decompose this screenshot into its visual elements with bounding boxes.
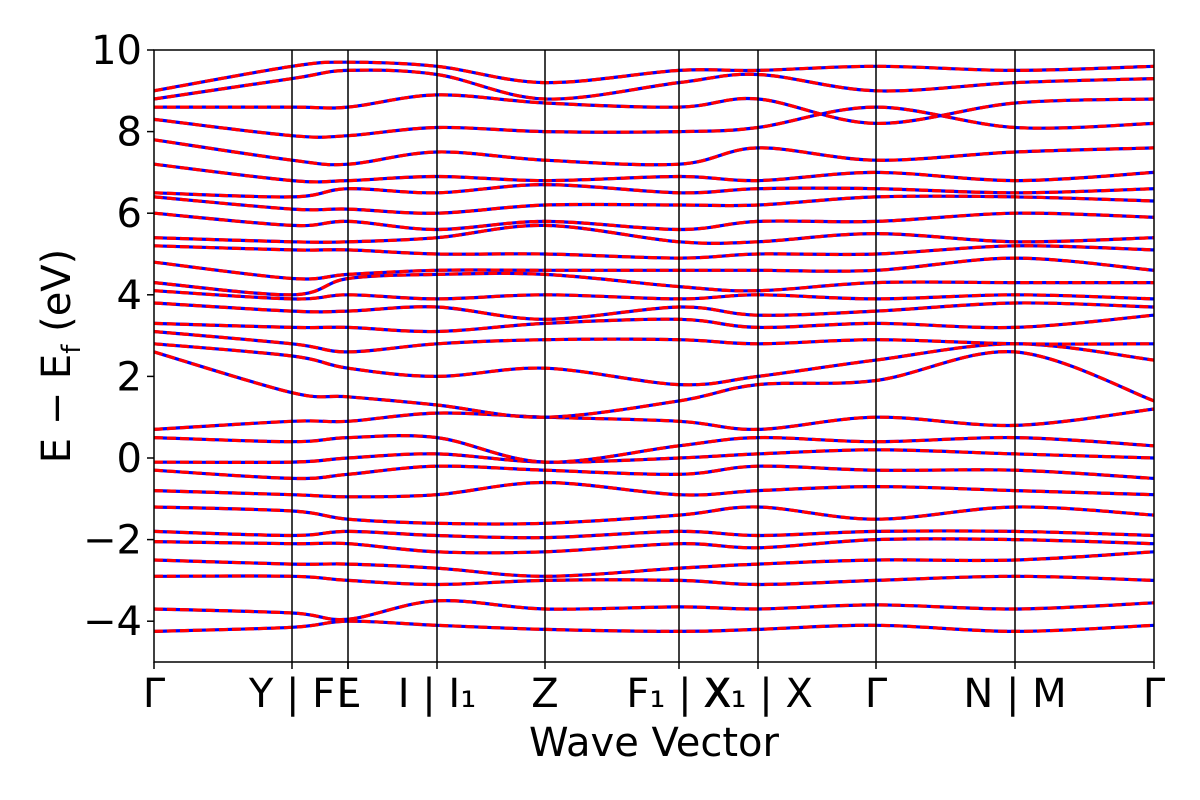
x-tick-label: L — [337, 671, 360, 717]
x-axis-title: Wave Vector — [529, 720, 780, 766]
band-line-overlay — [154, 342, 1154, 387]
band-line — [154, 256, 1154, 281]
band-line — [154, 434, 1154, 464]
band-line-overlay — [154, 350, 1154, 419]
x-tick-label: X₁ | X — [703, 671, 813, 717]
band-line — [154, 342, 1154, 387]
x-tick-label: F₁ | X — [626, 671, 731, 717]
band-line — [154, 329, 1154, 354]
x-tick-label: N | M — [963, 671, 1066, 717]
y-tick-label: 10 — [91, 28, 142, 74]
band-line — [154, 138, 1154, 167]
band-line — [154, 194, 1154, 215]
x-tick-label: F — [336, 671, 359, 717]
band-line — [154, 407, 1154, 432]
band-line — [154, 464, 1154, 481]
band-line — [154, 289, 1154, 301]
band-line — [154, 244, 1154, 260]
y-axis-title-main: E − E — [34, 354, 80, 464]
band-line — [154, 271, 1154, 297]
x-axis-ticks: Γ Y | F FL I | I₁ Z F₁ | XX₁ | X Γ N | M Γ — [143, 662, 1166, 717]
band-line — [154, 550, 1154, 578]
y-axis-title-unit: (eV) — [34, 249, 80, 345]
band-line — [154, 529, 1154, 540]
bands-layer — [154, 60, 1154, 634]
band-line — [154, 105, 1154, 139]
band-line — [154, 313, 1154, 334]
x-tick-label: Y | F — [248, 671, 335, 717]
band-line — [154, 350, 1154, 419]
x-tick-label: Γ — [1143, 671, 1166, 717]
band-line — [154, 182, 1154, 199]
y-tick-label: 8 — [117, 110, 142, 156]
band-line — [154, 537, 1154, 555]
band-line-overlay — [154, 464, 1154, 481]
plot-frame — [153, 49, 1155, 663]
band-line — [154, 505, 1154, 526]
x-tick-label: Γ — [865, 671, 888, 717]
band-line — [154, 93, 1154, 126]
y-tick-label: −2 — [83, 518, 142, 564]
band-line — [154, 68, 1154, 101]
band-line-overlay — [154, 271, 1154, 297]
x-tick-label: Γ — [143, 671, 166, 717]
band-line — [154, 574, 1154, 587]
band-line-overlay — [154, 256, 1154, 281]
y-tick-label: 6 — [117, 191, 142, 237]
y-tick-label: −4 — [83, 599, 142, 645]
kpoint-divider-lines — [291, 50, 1016, 662]
band-line — [154, 211, 1154, 232]
y-tick-label: 4 — [117, 273, 142, 319]
x-tick-label: Z — [531, 671, 558, 717]
x-tick-label: I | I₁ — [398, 671, 477, 717]
band-line-overlay — [154, 93, 1154, 126]
band-line — [154, 301, 1154, 321]
y-axis-title-subscript: f — [57, 344, 87, 354]
band-line — [154, 223, 1154, 245]
y-axis-title: E − Ef (eV) — [34, 249, 87, 464]
y-tick-label: 0 — [117, 436, 142, 482]
band-line — [154, 619, 1154, 634]
band-line — [154, 60, 1154, 93]
y-axis-ticks: −4 −2 0 2 4 6 8 10 — [83, 28, 154, 645]
band-line-overlay — [154, 329, 1154, 354]
y-tick-label: 2 — [117, 354, 142, 400]
band-line — [154, 598, 1154, 622]
band-line — [154, 480, 1154, 499]
band-line — [154, 448, 1154, 465]
band-line — [154, 162, 1154, 184]
